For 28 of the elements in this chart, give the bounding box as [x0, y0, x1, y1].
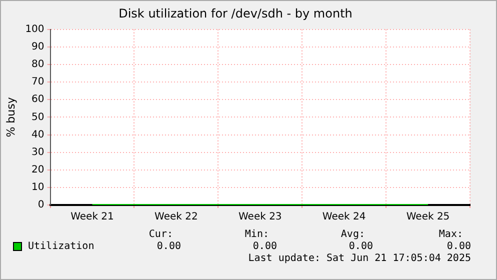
y-tick-label: 10: [32, 182, 44, 194]
y-tick-label: 70: [32, 76, 44, 88]
x-tick-label: Week 25: [406, 212, 450, 223]
y-tick-label: 50: [32, 112, 44, 123]
x-tick-label: Week 22: [154, 212, 198, 223]
x-tick-label: Week 24: [322, 212, 366, 223]
text: Avg:: [340, 229, 365, 240]
text: Cur:: [148, 229, 173, 240]
chart-title: Disk utilization for /dev/sdh - by month: [118, 6, 352, 20]
y-axis-title: % busy: [4, 96, 18, 138]
text: 0.00: [348, 241, 373, 252]
legend-label: Utilization: [27, 241, 94, 252]
text: Min:: [244, 229, 269, 240]
y-tick-label: 20: [32, 164, 44, 176]
text: Max:: [438, 229, 463, 240]
text: Last update: Sat Jun 21 17:05:04 2025: [248, 253, 471, 264]
y-tick-label: 0: [38, 200, 44, 211]
text: 0.00: [252, 241, 277, 252]
y-tick-label: 40: [32, 129, 44, 140]
y-tick-label: 30: [32, 146, 44, 158]
y-tick-label: 100: [25, 24, 44, 35]
x-tick-label: Week 23: [238, 212, 282, 223]
x-tick-label: Week 21: [70, 212, 114, 223]
text: 0.00: [446, 241, 471, 252]
text: 0.00: [156, 241, 181, 252]
y-tick-label: 90: [32, 42, 44, 53]
y-tick-label: 80: [32, 59, 44, 70]
y-tick-label: 60: [32, 94, 44, 106]
